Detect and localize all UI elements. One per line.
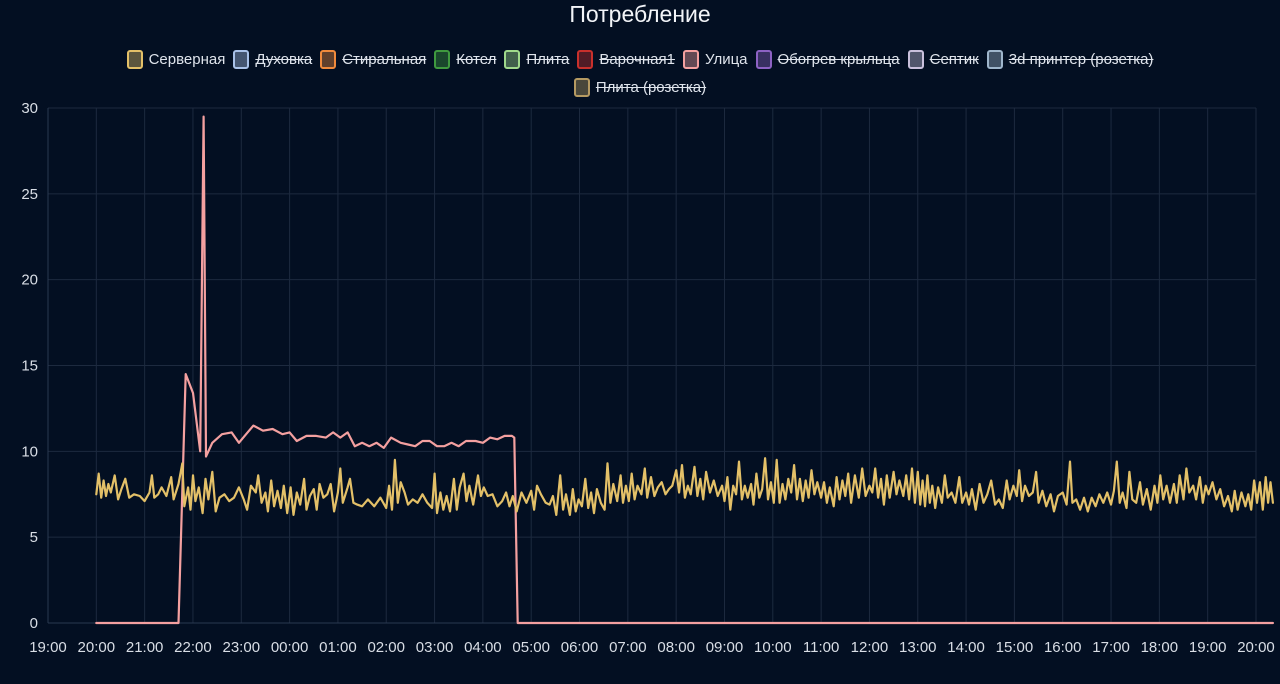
legend-item[interactable]: Стиральная bbox=[320, 49, 427, 69]
x-tick-label: 19:00 bbox=[29, 639, 67, 656]
legend-swatch bbox=[577, 49, 594, 69]
x-tick-label: 01:00 bbox=[319, 639, 357, 656]
x-tick-label: 03:00 bbox=[416, 639, 454, 656]
x-tick-label: 12:00 bbox=[851, 639, 889, 656]
legend-item[interactable]: Духовка bbox=[233, 49, 313, 69]
x-tick-label: 08:00 bbox=[657, 639, 695, 656]
legend-swatch bbox=[986, 49, 1003, 69]
y-tick-label: 30 bbox=[21, 100, 38, 117]
y-tick-label: 0 bbox=[30, 615, 38, 632]
legend-swatch bbox=[320, 49, 337, 69]
legend-item[interactable]: Септик bbox=[907, 49, 979, 69]
legend-item[interactable]: Плита bbox=[504, 49, 570, 69]
legend-swatch bbox=[233, 49, 250, 69]
legend-item[interactable]: Серверная bbox=[126, 49, 226, 69]
legend-item[interactable]: Плита (розетка) bbox=[573, 77, 707, 97]
legend-label: Плита bbox=[526, 50, 570, 68]
legend-label: 3d принтер (розетка) bbox=[1008, 50, 1154, 68]
x-tick-label: 20:00 bbox=[1237, 639, 1275, 656]
legend-label: Духовка bbox=[255, 50, 313, 68]
y-tick-label: 25 bbox=[21, 186, 38, 203]
legend-label: Улица bbox=[704, 50, 748, 68]
x-tick-label: 02:00 bbox=[367, 639, 405, 656]
y-tick-label: 10 bbox=[21, 443, 38, 460]
legend-item[interactable]: 3d принтер (розетка) bbox=[986, 49, 1154, 69]
legend-label: Серверная bbox=[148, 50, 226, 68]
chart-title: Потребление bbox=[569, 1, 711, 27]
x-tick-label: 21:00 bbox=[126, 639, 164, 656]
legend-swatch bbox=[126, 49, 143, 69]
y-tick-label: 15 bbox=[21, 358, 38, 375]
legend-overflow: Плита (розетка) bbox=[0, 76, 1280, 98]
x-tick-label: 09:00 bbox=[706, 639, 744, 656]
x-tick-label: 19:00 bbox=[1189, 639, 1227, 656]
legend-label: Стиральная bbox=[342, 50, 427, 68]
x-tick-label: 05:00 bbox=[512, 639, 550, 656]
x-tick-label: 04:00 bbox=[464, 639, 502, 656]
legend-item[interactable]: Котел bbox=[434, 49, 497, 69]
y-tick-label: 5 bbox=[30, 529, 38, 546]
legend-swatch bbox=[504, 49, 521, 69]
x-tick-label: 10:00 bbox=[754, 639, 792, 656]
x-tick-label: 17:00 bbox=[1092, 639, 1130, 656]
legend-swatch bbox=[682, 49, 699, 69]
x-tick-label: 06:00 bbox=[561, 639, 599, 656]
legend-label: Плита (розетка) bbox=[595, 78, 707, 96]
legend-item[interactable]: Обогрев крыльца bbox=[755, 49, 900, 69]
x-tick-label: 00:00 bbox=[271, 639, 309, 656]
x-tick-label: 16:00 bbox=[1044, 639, 1082, 656]
x-tick-label: 15:00 bbox=[996, 639, 1034, 656]
x-tick-label: 07:00 bbox=[609, 639, 647, 656]
y-tick-label: 20 bbox=[21, 272, 38, 289]
x-tick-label: 13:00 bbox=[899, 639, 937, 656]
legend-label: Септик bbox=[929, 50, 979, 68]
x-tick-label: 14:00 bbox=[947, 639, 985, 656]
legend-item[interactable]: Улица bbox=[682, 49, 748, 69]
legend-swatch bbox=[434, 49, 451, 69]
legend-label: Котел bbox=[456, 50, 497, 68]
legend-item[interactable]: Варочная1 bbox=[577, 49, 675, 69]
series-line-servernaya bbox=[95, 457, 1274, 516]
x-tick-label: 18:00 bbox=[1141, 639, 1179, 656]
legend: Серверная Духовка Стиральная Котел Плита Варо… bbox=[0, 48, 1280, 70]
x-tick-label: 22:00 bbox=[174, 639, 212, 656]
x-tick-label: 11:00 bbox=[803, 639, 839, 656]
x-tick-label: 20:00 bbox=[78, 639, 116, 656]
legend-swatch bbox=[907, 49, 924, 69]
x-tick-label: 23:00 bbox=[223, 639, 261, 656]
legend-swatch bbox=[755, 49, 772, 69]
legend-swatch bbox=[573, 77, 590, 97]
legend-label: Варочная1 bbox=[599, 50, 675, 68]
legend-label: Обогрев крыльца bbox=[777, 50, 900, 68]
series-line-ulitsa bbox=[95, 115, 1274, 625]
